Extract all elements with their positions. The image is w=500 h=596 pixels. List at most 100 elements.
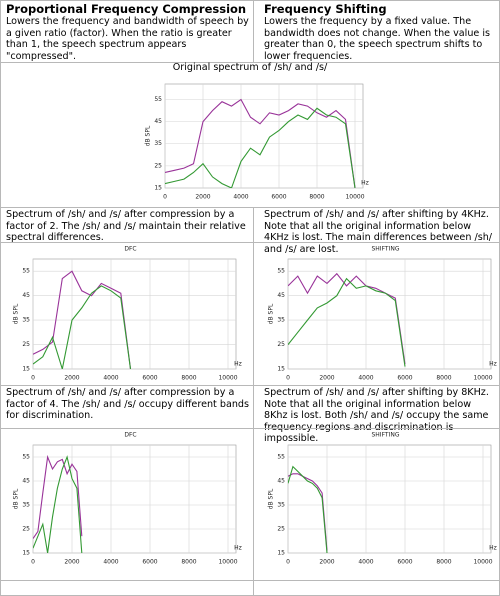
y-tick-label: 55: [154, 96, 162, 103]
cell: Spectrum of /sh/ and /s/ after shifting …: [253, 207, 500, 255]
x-tick-label: 10000: [345, 194, 364, 201]
y-tick-label: 25: [154, 162, 162, 169]
x-tick-label: 0: [31, 559, 35, 566]
y-axis-label: dB SPL: [145, 125, 152, 146]
x-tick-label: 2000: [319, 375, 334, 382]
cell: Frequency Shifting Lowers the frequency …: [253, 0, 500, 63]
x-tick-label: 4000: [358, 375, 373, 382]
x-tick-label: 0: [286, 375, 290, 382]
y-tick-label: 15: [22, 550, 30, 557]
spectrum-line: [165, 107, 356, 188]
x-tick-label: 4000: [103, 559, 118, 566]
cell: [253, 580, 500, 596]
y-tick-label: 45: [277, 478, 285, 485]
x-tick-label: 6000: [271, 194, 286, 201]
x-tick-label: 10000: [473, 559, 492, 566]
heading: Proportional Frequency Compression: [6, 2, 247, 16]
y-tick-label: 55: [22, 454, 30, 461]
plot-area: [164, 83, 364, 189]
x-tick-label: 0: [163, 194, 167, 201]
y-tick-label: 45: [154, 118, 162, 125]
cell: Proportional Frequency Compression Lower…: [0, 0, 254, 63]
plot-area: [32, 258, 237, 370]
axis-unit: Hz: [489, 361, 497, 368]
x-tick-label: 8000: [436, 375, 451, 382]
chart: SHIFTING 15 25 35 45 55 0 2000 4000 6000 8000 10000…: [268, 246, 497, 382]
cell: Spectrum of /sh/ and /s/ after compressi…: [0, 207, 254, 243]
y-tick-label: 35: [277, 502, 285, 509]
spectrum-line: [165, 98, 356, 188]
spectrum-line: [288, 277, 406, 367]
description: Lowers the frequency by a fixed value. T…: [264, 16, 491, 62]
x-tick-label: 2000: [195, 194, 210, 201]
chart-title: SHIFTING: [371, 432, 399, 439]
x-tick-label: 8000: [436, 559, 451, 566]
heading: Frequency Shifting: [264, 2, 387, 16]
chart: DFC 15 25 35 45 55 0 2000 4000 6000 8000 10000 Hz dB …: [13, 246, 242, 382]
y-axis-label: dB SPL: [268, 303, 275, 324]
chart-title: DFC: [124, 246, 136, 253]
x-tick-label: 2000: [319, 559, 334, 566]
y-tick-label: 45: [277, 292, 285, 299]
cell: [0, 580, 254, 596]
spectrum-line: [33, 455, 83, 553]
x-tick-label: 8000: [181, 559, 196, 566]
x-tick-label: 6000: [142, 559, 157, 566]
chart-title: Original spectrum of /sh/ and /s/: [172, 62, 328, 73]
x-tick-label: 10000: [218, 559, 237, 566]
y-tick-label: 25: [22, 526, 30, 533]
description: Lowers the frequency and bandwidth of sp…: [6, 16, 249, 62]
y-tick-label: 15: [277, 550, 285, 557]
y-tick-label: 55: [277, 454, 285, 461]
y-tick-label: 35: [22, 502, 30, 509]
y-tick-label: 45: [22, 292, 30, 299]
y-tick-label: 55: [22, 268, 30, 275]
x-tick-label: 0: [31, 375, 35, 382]
spectrum-line: [288, 465, 328, 553]
x-tick-label: 10000: [473, 375, 492, 382]
y-axis-label: dB SPL: [268, 488, 275, 509]
plot-area: [287, 258, 492, 370]
y-axis-label: dB SPL: [13, 303, 20, 324]
x-tick-label: 6000: [397, 375, 412, 382]
cell: Spectrum of /sh/ and /s/ after compressi…: [0, 385, 254, 429]
y-tick-label: 25: [277, 526, 285, 533]
caption: Spectrum of /sh/ and /s/ after shifting …: [264, 387, 489, 444]
caption: Spectrum of /sh/ and /s/ after compressi…: [6, 387, 250, 421]
x-tick-label: 8000: [181, 375, 196, 382]
axis-unit: Hz: [234, 545, 242, 552]
y-tick-label: 55: [277, 268, 285, 275]
spectrum-line: [288, 473, 328, 551]
axis-unit: Hz: [234, 361, 242, 368]
y-tick-label: 25: [22, 341, 30, 348]
spectrum-line: [33, 285, 132, 369]
x-tick-label: 2000: [64, 559, 79, 566]
caption: Spectrum of /sh/ and /s/ after shifting …: [264, 209, 493, 255]
chart-title: DFC: [124, 432, 136, 439]
y-tick-label: 35: [277, 317, 285, 324]
chart: SHIFTING 15 25 35 45 55 0 2000 4000 6000 8000 10000…: [268, 432, 497, 566]
y-tick-label: 45: [22, 478, 30, 485]
cell: Spectrum of /sh/ and /s/ after shifting …: [253, 385, 500, 444]
plot-area: [287, 444, 492, 554]
x-tick-label: 10000: [218, 375, 237, 382]
y-tick-label: 25: [277, 341, 285, 348]
chart: 15 25 35 45 55 0 2000 4000 6000 8000 10000 Hz dB SPL: [145, 83, 369, 201]
x-tick-label: 8000: [309, 194, 324, 201]
y-tick-label: 35: [154, 140, 162, 147]
plot-area: [32, 444, 237, 554]
caption: Spectrum of /sh/ and /s/ after compressi…: [6, 209, 246, 243]
x-tick-label: 0: [286, 559, 290, 566]
x-tick-label: 2000: [64, 375, 79, 382]
y-tick-label: 15: [154, 185, 162, 192]
y-tick-label: 15: [22, 366, 30, 373]
spectrum-line: [33, 454, 83, 539]
chart-title: SHIFTING: [371, 246, 399, 253]
y-tick-label: 15: [277, 366, 285, 373]
x-tick-label: 4000: [233, 194, 248, 201]
chart: DFC 15 25 35 45 55 0 2000 4000 6000 8000 10000 Hz dB …: [13, 432, 242, 566]
y-axis-label: dB SPL: [13, 488, 20, 509]
axis-unit: Hz: [361, 180, 369, 187]
x-tick-label: 6000: [142, 375, 157, 382]
